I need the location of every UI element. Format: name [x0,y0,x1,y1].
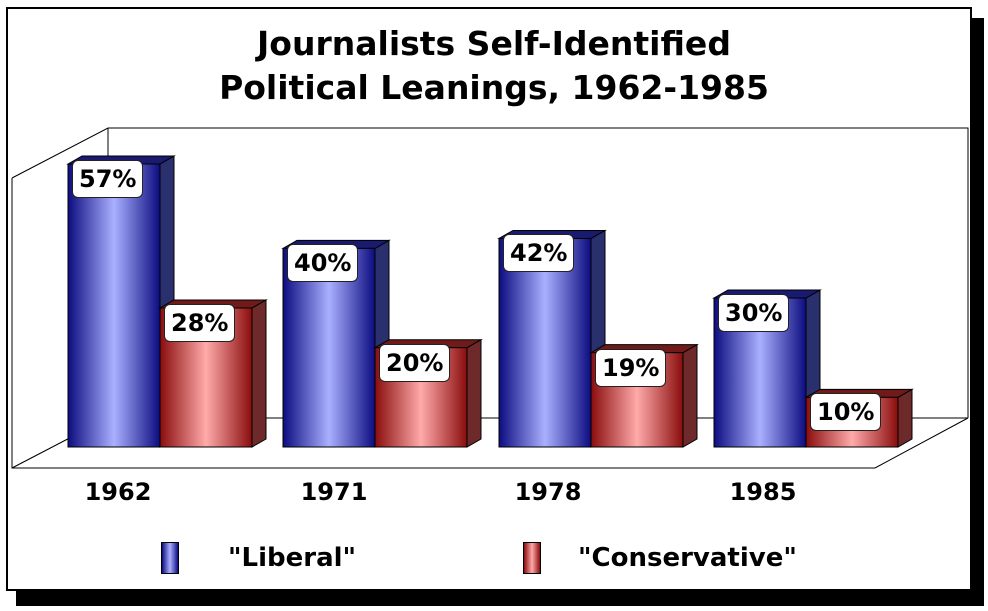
bar-side [466,338,482,448]
legend-label-conservative: "Conservative" [578,543,797,573]
bar-side [251,299,267,448]
value-label-conservative: 28% [164,303,236,342]
value-label-conservative: 19% [595,348,667,387]
category-label-1978: 1978 [514,478,582,506]
legend-swatch-conservative [523,542,541,574]
bar-side [682,343,698,448]
value-label-liberal: 42% [503,234,575,273]
value-label-liberal: 40% [287,244,359,283]
value-label-conservative: 10% [810,393,882,432]
bar-liberal [498,237,592,448]
chart-title-line-1: Journalists Self-Identified [257,24,731,63]
value-label-conservative: 20% [379,343,451,382]
value-label-liberal: 57% [72,160,144,198]
value-label-liberal: 30% [718,294,790,333]
category-label-1962: 1962 [84,478,152,506]
legend-label-liberal: "Liberal" [228,543,357,573]
legend-swatch-liberal [161,542,179,574]
category-label-1985: 1985 [729,478,797,506]
bar-side [897,388,913,448]
chart-title-line-2: Political Leanings, 1962-1985 [219,68,769,107]
bar-liberal [67,163,161,448]
category-label-1971: 1971 [300,478,368,506]
